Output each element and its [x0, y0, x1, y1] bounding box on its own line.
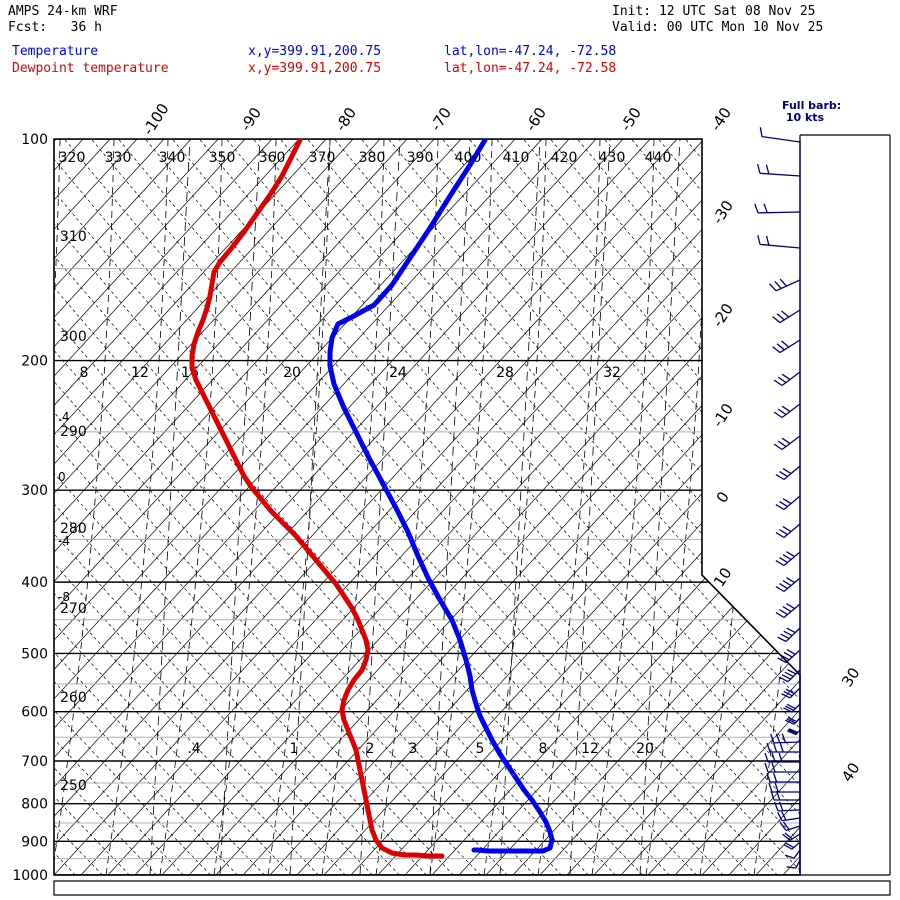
wind-barb-legend: Full barb: 10 kts: [782, 100, 841, 124]
dewpoint-latlon: lat,lon=-47.24, -72.58: [444, 61, 617, 76]
valid-time: Valid: 00 UTC Mon 10 Nov 25: [612, 20, 824, 35]
temperature-legend-label: Temperature: [12, 44, 99, 59]
forecast-hour: Fcst: 36 h: [8, 20, 102, 35]
pressure-tick-label: 200: [21, 354, 48, 370]
barb-legend-line1: Full barb:: [782, 99, 842, 112]
mixing-ratio-label-200: 8: [80, 365, 89, 381]
pressure-tick-label: 500: [21, 646, 48, 662]
pressure-tick-label: 300: [21, 483, 48, 499]
pressure-tick-label: 100: [21, 132, 48, 148]
theta-top-label: 440: [645, 150, 672, 166]
mixing-ratio-label-700: 12: [581, 741, 599, 757]
isotherm-right-label: -30: [709, 197, 737, 227]
pressure-tick-label: 700: [21, 754, 48, 770]
mixing-ratio-label-200: 28: [496, 365, 514, 381]
barb-legend-line2: 10 kts: [785, 111, 825, 124]
mixing-ratio-label-700: 5: [476, 741, 485, 757]
init-time: Init: 12 UTC Sat 08 Nov 25: [612, 4, 816, 19]
mixing-ratio-label-700: 20: [636, 741, 654, 757]
theta-left-label: 280: [60, 521, 87, 537]
temperature-xy: x,y=399.91,200.75: [248, 44, 382, 59]
isotherm-right-label: -10: [709, 400, 737, 430]
pressure-tick-label: 600: [21, 705, 48, 721]
wind-barb-column: [754, 127, 801, 869]
mixing-ratio-left-label: .4: [58, 410, 69, 424]
theta-top-label: 380: [359, 150, 386, 166]
model-title: AMPS 24-km WRF: [8, 4, 118, 19]
isotherm-top-label: -90: [237, 104, 265, 134]
theta-left-label: 260: [60, 690, 87, 706]
isotherm-right-label: 0: [713, 488, 733, 506]
theta-top-label: 420: [551, 150, 578, 166]
mixing-ratio-left-label: -4: [58, 534, 70, 548]
theta-top-label: 360: [259, 150, 286, 166]
mixing-ratio-label-200: 20: [283, 365, 301, 381]
mixing-ratio-label-700: 3: [409, 741, 418, 757]
pressure-tick-label: 800: [21, 797, 48, 813]
theta-left-label: 250: [60, 778, 87, 794]
theta-top-label: 350: [209, 150, 236, 166]
theta-top-label: 390: [407, 150, 434, 166]
theta-left-label: 310: [60, 229, 87, 245]
dewpoint-legend-label: Dewpoint temperature: [12, 61, 169, 76]
theta-left-label: 300: [60, 329, 87, 345]
mixing-ratio-label-200: 32: [603, 365, 621, 381]
theta-top-label: 330: [105, 150, 132, 166]
mixing-ratio-left-label: -8: [58, 590, 70, 604]
mixing-ratio-label-700: 2: [366, 741, 375, 757]
pressure-tick-label: 900: [21, 834, 48, 850]
temperature-trace: [327, 139, 555, 854]
mixing-ratio-label-700: .4: [187, 741, 200, 757]
theta-top-label: 430: [599, 150, 626, 166]
theta-top-label: 340: [159, 150, 186, 166]
isotherm-right-label: 30: [838, 664, 863, 690]
mixing-ratio-left-label: 0: [58, 470, 66, 484]
isotherm-top-label: -100: [139, 100, 173, 138]
pressure-tick-label: 400: [21, 575, 48, 591]
isotherm-top-label: -40: [707, 104, 735, 134]
theta-top-label: 370: [309, 150, 336, 166]
mixing-ratio-label-200: 24: [389, 365, 407, 381]
isotherm-top-label: -80: [332, 104, 360, 134]
theta-top-label: 320: [59, 150, 86, 166]
mixing-ratio-label-700: 1: [290, 741, 299, 757]
theta-left-label: 270: [60, 601, 87, 617]
isotherm-top-label: -70: [427, 104, 455, 134]
isotherm-right-label: 40: [838, 759, 863, 785]
theta-left-label: 290: [60, 424, 87, 440]
dewpoint-xy: x,y=399.91,200.75: [248, 61, 382, 76]
isotherm-top-label: -50: [617, 104, 645, 134]
theta-top-label: 410: [503, 150, 530, 166]
dewpoint-trace: [189, 139, 445, 859]
isotherm-right-label: -20: [709, 300, 737, 330]
temperature-latlon: lat,lon=-47.24, -72.58: [444, 44, 617, 59]
isotherm-top-label: -60: [522, 104, 550, 134]
mixing-ratio-label-700: 8: [539, 741, 548, 757]
mixing-ratio-label-200: 12: [131, 365, 149, 381]
pressure-tick-label: 1000: [12, 868, 48, 884]
